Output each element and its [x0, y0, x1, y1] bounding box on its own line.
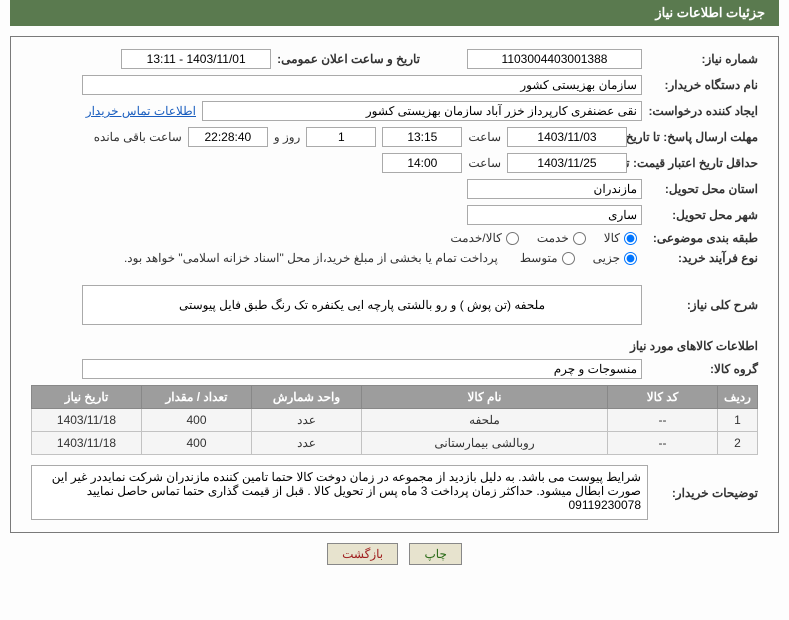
back-button[interactable]: بازگشت: [327, 543, 398, 565]
days-remaining-field[interactable]: [306, 127, 376, 147]
classification-label: طبقه بندی موضوعی:: [643, 231, 758, 245]
radio-service[interactable]: خدمت: [537, 231, 586, 245]
goods-table-header-row: ردیف کد کالا نام کالا واحد شمارش تعداد /…: [32, 386, 758, 409]
need-number-field[interactable]: [467, 49, 642, 69]
buyer-contact-link[interactable]: اطلاعات تماس خریدار: [86, 104, 196, 118]
announce-dt-label: تاریخ و ساعت اعلان عمومی:: [277, 52, 420, 66]
table-cell: 400: [142, 409, 252, 432]
goods-info-heading: اطلاعات کالاهای مورد نیاز: [31, 339, 758, 353]
radio-goods-service-label: کالا/خدمت: [450, 231, 501, 245]
price-validity-date-field[interactable]: [507, 153, 627, 173]
table-cell: روبالشی بیمارستانی: [362, 432, 608, 455]
reply-deadline-label: مهلت ارسال پاسخ: تا تاریخ:: [633, 130, 758, 144]
goods-group-label: گروه کالا:: [648, 362, 758, 376]
action-buttons: چاپ بازگشت: [10, 543, 779, 565]
table-row: 1--ملحفهعدد4001403/11/18: [32, 409, 758, 432]
price-validity-time-field[interactable]: [382, 153, 462, 173]
radio-goods-service[interactable]: کالا/خدمت: [450, 231, 518, 245]
radio-goods[interactable]: کالا: [604, 231, 637, 245]
requester-label: ایجاد کننده درخواست:: [648, 104, 758, 118]
table-cell: عدد: [252, 409, 362, 432]
purchase-note: پرداخت تمام یا بخشی از مبلغ خرید،از محل …: [124, 251, 498, 265]
table-cell: عدد: [252, 432, 362, 455]
radio-service-label: خدمت: [537, 231, 569, 245]
details-frame: شماره نیاز: تاریخ و ساعت اعلان عمومی: نا…: [10, 36, 779, 533]
table-cell: 1403/11/18: [32, 432, 142, 455]
purchase-process-label: نوع فرآیند خرید:: [643, 251, 758, 265]
radio-medium-label: متوسط: [520, 251, 558, 265]
table-cell: 400: [142, 432, 252, 455]
col-index: ردیف: [718, 386, 758, 409]
buyer-notes-label: توضیحات خریدار:: [658, 486, 758, 500]
radio-goods-service-input[interactable]: [506, 232, 519, 245]
goods-table: ردیف کد کالا نام کالا واحد شمارش تعداد /…: [31, 385, 758, 455]
buyer-org-label: نام دستگاه خریدار:: [648, 78, 758, 92]
table-cell: ملحفه: [362, 409, 608, 432]
reply-deadline-date-field[interactable]: [507, 127, 627, 147]
need-number-label: شماره نیاز:: [648, 52, 758, 66]
radio-goods-input[interactable]: [624, 232, 637, 245]
remaining-word: ساعت باقی مانده: [94, 130, 182, 144]
col-qty: تعداد / مقدار: [142, 386, 252, 409]
days-and-word: روز و: [274, 130, 301, 144]
radio-partial-input[interactable]: [624, 252, 637, 265]
classification-radio-group: کالا خدمت کالا/خدمت: [450, 231, 637, 245]
table-row: 2--روبالشی بیمارستانیعدد4001403/11/18: [32, 432, 758, 455]
announce-dt-field[interactable]: [121, 49, 271, 69]
requester-field[interactable]: [202, 101, 642, 121]
radio-service-input[interactable]: [573, 232, 586, 245]
table-cell: --: [608, 432, 718, 455]
table-cell: 1: [718, 409, 758, 432]
radio-partial[interactable]: جزیی: [593, 251, 637, 265]
col-name: نام کالا: [362, 386, 608, 409]
table-cell: 1403/11/18: [32, 409, 142, 432]
radio-goods-label: کالا: [604, 231, 620, 245]
hour-label-1: ساعت: [468, 130, 501, 144]
table-cell: 2: [718, 432, 758, 455]
radio-medium[interactable]: متوسط: [520, 251, 575, 265]
print-button[interactable]: چاپ: [409, 543, 461, 565]
delivery-province-label: استان محل تحویل:: [648, 182, 758, 196]
hour-label-2: ساعت: [468, 156, 501, 170]
delivery-province-field[interactable]: [467, 179, 642, 199]
purchase-process-radio-group: جزیی متوسط: [520, 251, 637, 265]
delivery-city-field[interactable]: [467, 205, 642, 225]
buyer-org-field[interactable]: [82, 75, 642, 95]
panel-title: جزئیات اطلاعات نیاز: [10, 0, 779, 26]
price-validity-label: حداقل تاریخ اعتبار قیمت: تا تاریخ:: [618, 156, 758, 170]
table-cell: --: [608, 409, 718, 432]
radio-medium-input[interactable]: [562, 252, 575, 265]
overview-label: شرح کلی نیاز:: [648, 298, 758, 312]
radio-partial-label: جزیی: [593, 251, 620, 265]
time-remaining-field[interactable]: [188, 127, 268, 147]
buyer-notes-textarea[interactable]: شرایط پیوست می باشد. به دلیل بازدید از م…: [31, 465, 648, 520]
col-code: کد کالا: [608, 386, 718, 409]
reply-deadline-time-field[interactable]: [382, 127, 462, 147]
delivery-city-label: شهر محل تحویل:: [648, 208, 758, 222]
col-unit: واحد شمارش: [252, 386, 362, 409]
goods-group-field[interactable]: [82, 359, 642, 379]
overview-textarea[interactable]: ملحفه (تن پوش ) و رو بالشتی پارچه ایی یک…: [82, 285, 642, 325]
col-date: تاریخ نیاز: [32, 386, 142, 409]
